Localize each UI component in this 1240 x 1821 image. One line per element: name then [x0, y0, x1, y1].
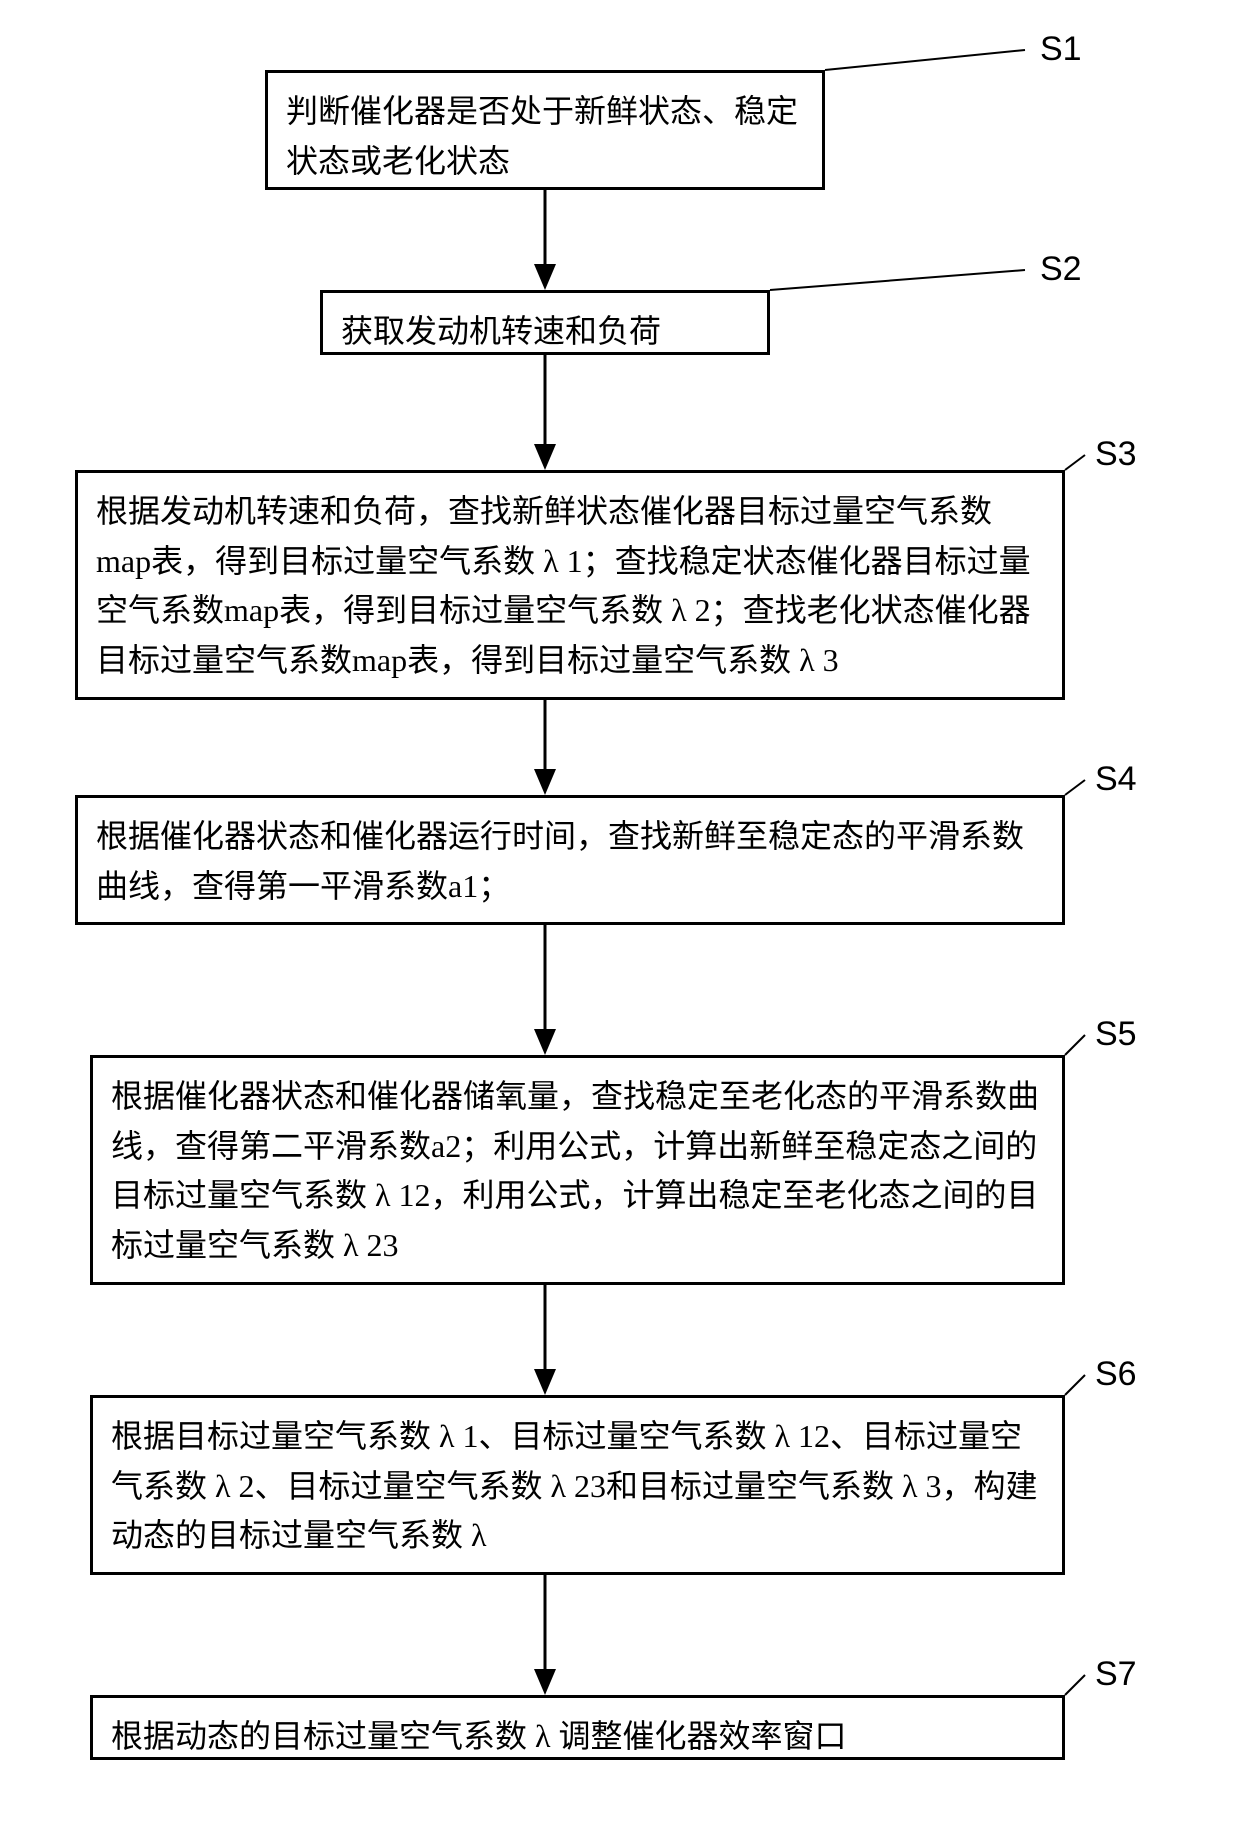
- step-s4-text: 根据催化器状态和催化器运行时间，查找新鲜至稳定态的平滑系数曲线，查得第一平滑系数…: [96, 818, 1024, 904]
- step-s1-text: 判断催化器是否处于新鲜状态、稳定状态或老化状态: [286, 93, 798, 179]
- label-s3: S3: [1095, 435, 1137, 474]
- step-s3: 根据发动机转速和负荷，查找新鲜状态催化器目标过量空气系数map表，得到目标过量空…: [75, 470, 1065, 700]
- step-s5: 根据催化器状态和催化器储氧量，查找稳定至老化态的平滑系数曲线，查得第二平滑系数a…: [90, 1055, 1065, 1285]
- step-s6: 根据目标过量空气系数 λ 1、目标过量空气系数 λ 12、目标过量空气系数 λ …: [90, 1395, 1065, 1575]
- step-s6-text: 根据目标过量空气系数 λ 1、目标过量空气系数 λ 12、目标过量空气系数 λ …: [111, 1418, 1038, 1553]
- label-s1: S1: [1040, 30, 1082, 69]
- flowchart-container: 判断催化器是否处于新鲜状态、稳定状态或老化状态 获取发动机转速和负荷 根据发动机…: [0, 0, 1240, 1821]
- label-s2: S2: [1040, 250, 1082, 289]
- step-s7: 根据动态的目标过量空气系数 λ 调整催化器效率窗口: [90, 1695, 1065, 1760]
- step-s2-text: 获取发动机转速和负荷: [341, 313, 661, 349]
- step-s5-text: 根据催化器状态和催化器储氧量，查找稳定至老化态的平滑系数曲线，查得第二平滑系数a…: [111, 1078, 1039, 1263]
- step-s2: 获取发动机转速和负荷: [320, 290, 770, 355]
- step-s4: 根据催化器状态和催化器运行时间，查找新鲜至稳定态的平滑系数曲线，查得第一平滑系数…: [75, 795, 1065, 925]
- step-s1: 判断催化器是否处于新鲜状态、稳定状态或老化状态: [265, 70, 825, 190]
- label-s5: S5: [1095, 1015, 1137, 1054]
- step-s7-text: 根据动态的目标过量空气系数 λ 调整催化器效率窗口: [111, 1718, 847, 1754]
- step-s3-text: 根据发动机转速和负荷，查找新鲜状态催化器目标过量空气系数map表，得到目标过量空…: [96, 493, 1031, 678]
- label-s6: S6: [1095, 1355, 1137, 1394]
- label-s7: S7: [1095, 1655, 1137, 1694]
- label-s4: S4: [1095, 760, 1137, 799]
